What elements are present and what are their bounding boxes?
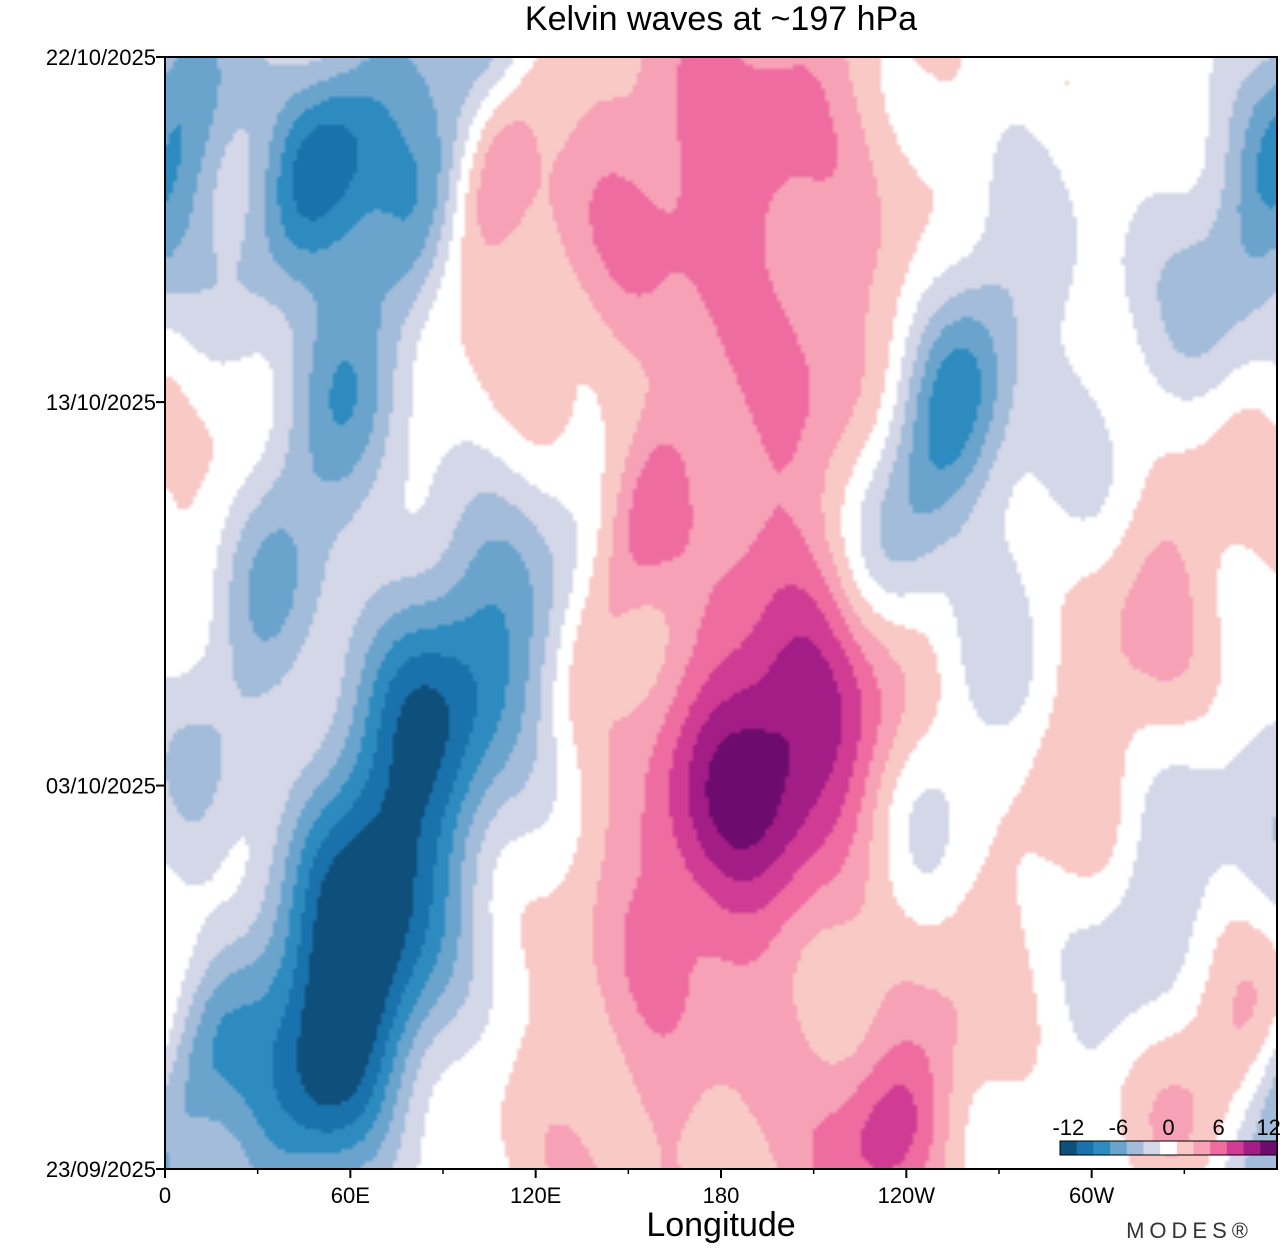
brand-logo: MODES® — [1126, 1218, 1253, 1243]
y-axis: 22/10/2025 13/10/2025 03/10/2025 23/09/2025 — [46, 45, 165, 1182]
x-tick-label: 0 — [159, 1183, 171, 1208]
hovmoller-field — [165, 57, 1277, 1169]
colorbar-label: 0 — [1162, 1115, 1174, 1140]
colorbar-label: 12 — [1256, 1115, 1280, 1140]
colorbar-swatch — [1210, 1141, 1228, 1155]
colorbar-swatch — [1060, 1141, 1078, 1155]
y-tick-label: 03/10/2025 — [46, 774, 156, 799]
colorbar-swatch — [1143, 1141, 1161, 1155]
colorbar-swatch — [1260, 1141, 1278, 1155]
colorbar-swatch — [1110, 1141, 1128, 1155]
colorbar-swatch — [1243, 1141, 1261, 1155]
x-axis-label: Longitude — [646, 1206, 795, 1244]
colorbar-label: 6 — [1212, 1115, 1224, 1140]
x-tick-label: 60E — [331, 1183, 370, 1208]
colorbar-swatch — [1193, 1141, 1211, 1155]
colorbar-swatch — [1076, 1141, 1094, 1155]
x-tick-label: 60W — [1069, 1183, 1114, 1208]
colorbar-label: -12 — [1052, 1115, 1084, 1140]
colorbar-swatch — [1176, 1141, 1195, 1155]
colorbar-frame — [1059, 1140, 1278, 1156]
colorbar-swatch — [1126, 1141, 1144, 1155]
y-tick-label: 23/09/2025 — [46, 1157, 156, 1182]
y-tick-label: 13/10/2025 — [46, 390, 156, 415]
chart-title: Kelvin waves at ~197 hPa — [525, 0, 917, 38]
x-tick-label: 120W — [878, 1183, 936, 1208]
x-axis: 0 60E 120E 180 120W 60W — [159, 1169, 1186, 1208]
x-tick-label: 180 — [703, 1183, 740, 1208]
y-tick-label: 22/10/2025 — [46, 45, 156, 70]
colorbar-swatch — [1160, 1141, 1178, 1155]
x-tick-label: 120E — [510, 1183, 561, 1208]
colorbar: -12 -6 0 6 12 — [1052, 1115, 1280, 1156]
colorbar-swatch — [1226, 1141, 1245, 1155]
colorbar-swatch — [1093, 1141, 1111, 1155]
colorbar-label: -6 — [1109, 1115, 1129, 1140]
